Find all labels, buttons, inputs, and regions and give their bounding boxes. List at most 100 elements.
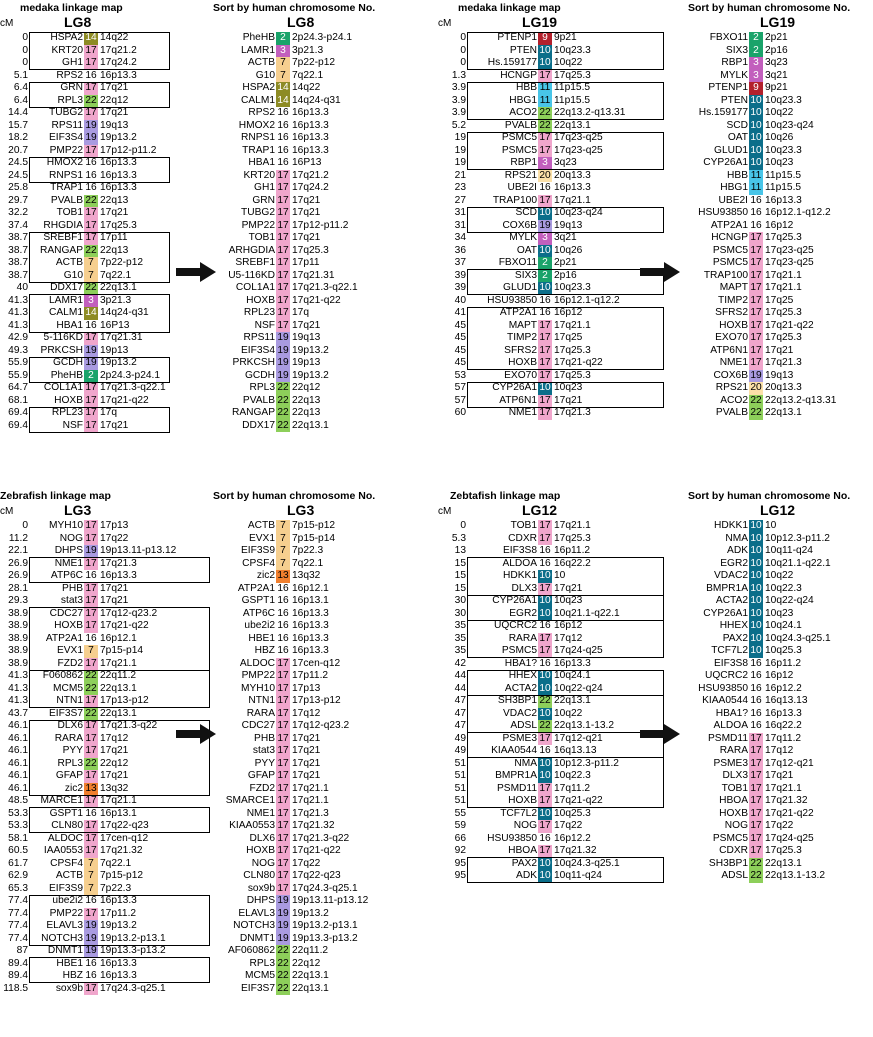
gene-row: 46.1 DLX6 17 17q21.3-q22 <box>0 720 210 733</box>
cm-position: 5.3 <box>451 532 466 544</box>
human-chromosome-number: 10 <box>749 582 763 595</box>
gene-name: DDX17 <box>50 282 83 293</box>
gene-name: RANGAP <box>231 407 275 418</box>
cm-position: 46.1 <box>8 782 28 794</box>
gene-name: RPL3 <box>249 382 275 393</box>
chromosome-band: 16p13.3 <box>100 570 137 581</box>
human-chromosome-number: 22 <box>276 394 290 407</box>
gene-name: PSMC5 <box>501 144 537 156</box>
cm-position: 26.9 <box>8 557 28 569</box>
gene-row: 3.9 HBG1 11 11p15.5 <box>438 94 664 107</box>
chromosome-band: 16p13.3 <box>292 144 329 156</box>
gene-row: 3.9 ACO2 22 22q13.2-q13.31 <box>438 107 664 120</box>
chromosome-band: 17q24.3-q25.1 <box>292 882 358 894</box>
gene-name: sox9b <box>247 882 275 894</box>
human-chromosome-number: 17 <box>538 194 552 207</box>
cm-position: 38.9 <box>8 657 28 669</box>
gene-row: SCD 10 10q23-q24 <box>676 119 873 132</box>
cm-position: 21 <box>454 169 466 181</box>
human-chromosome-number: 10 <box>749 607 763 620</box>
chromosome-band: 10q23-q24 <box>554 207 603 218</box>
chromosome-band: 17q21-q22 <box>765 807 814 819</box>
human-chromosome-number: 17 <box>749 282 763 295</box>
chromosome-band: 14q22 <box>100 32 129 43</box>
gene-name: VDAC2 <box>714 570 748 581</box>
gene-name: RPL23 <box>243 307 275 318</box>
gene-name: ATP2A1 <box>45 632 83 644</box>
gene-name: TRAP1 <box>242 144 275 156</box>
gene-name: PSMD11 <box>496 782 537 794</box>
gene-name: HOXB <box>54 394 83 406</box>
chromosome-band: 17q11.2 <box>554 782 591 794</box>
chromosome-band: 17q21.3 <box>292 807 329 819</box>
human-chromosome-number: 17 <box>749 307 763 320</box>
chromosome-band: 17q21 <box>292 745 321 756</box>
gene-name: GH1 <box>62 57 83 68</box>
chromosome-band: 19p13 <box>100 344 129 356</box>
gene-name: HMOX2 <box>46 157 83 168</box>
human-chromosome-number: 16 <box>749 657 763 670</box>
human-chromosome-number: 17 <box>538 732 552 745</box>
gene-row: HHEX 10 10q24.1 <box>676 620 873 633</box>
gene-row: ACTB 7 7p15-p12 <box>213 520 392 533</box>
chromosome-band: 10q25.3 <box>765 645 802 656</box>
human-chromosome-number: 11 <box>749 182 763 195</box>
chromosome-band: 17q21 <box>292 232 321 243</box>
chromosome-band: 22q13.1 <box>100 682 137 694</box>
gene-row: 42.9 5-116KD 17 17q21.31 <box>0 332 170 345</box>
cm-position: 51 <box>454 770 466 781</box>
chromosome-band: 16p13.3 <box>100 169 137 181</box>
human-chromosome-number: 16 <box>538 307 552 320</box>
gene-name: ATP6N1 <box>710 344 748 356</box>
chromosome-band: 17q25.3 <box>554 369 591 381</box>
chromosome-band: 3q23 <box>554 157 577 168</box>
gene-name: PVALB <box>242 394 275 406</box>
chromosome-band: 11p15.5 <box>765 182 802 193</box>
chromosome-band: 19p13.2-p13.1 <box>292 920 358 931</box>
gene-row: 38.7 SREBF1 17 17p11 <box>0 232 170 245</box>
gene-name: PheHB <box>242 32 275 43</box>
chromosome-band: 10q24.1 <box>554 670 591 681</box>
chromosome-band: 17p11.2 <box>100 907 137 919</box>
gene-row: TCF7L2 10 10q25.3 <box>676 645 873 658</box>
gene-name: HSU93850 <box>698 207 748 218</box>
gene-row: MYH10 17 17p13 <box>213 682 392 695</box>
panel-title: Sort by human chromosome No. <box>213 2 376 14</box>
gene-row: PHB 17 17q21 <box>213 732 392 745</box>
chromosome-band: 17q12-q21 <box>554 732 603 744</box>
cm-position: 23 <box>454 182 466 193</box>
chromosome-band: 14q22 <box>292 82 321 93</box>
human-chromosome-number: 16 <box>276 595 290 608</box>
chromosome-band: 22q13 <box>292 407 321 418</box>
human-chromosome-number: 17 <box>749 820 763 833</box>
cm-position: 5.1 <box>13 69 28 81</box>
chromosome-band: 22q11.2 <box>292 945 329 956</box>
cm-position: 57 <box>454 382 466 393</box>
gene-row: 32.2 TOB1 17 17q21 <box>0 207 170 220</box>
gene-row: ADSL 22 22q13.1-13.2 <box>676 870 873 883</box>
gene-name: CALM1 <box>241 94 275 106</box>
chromosome-band: 19p13.2 <box>292 369 329 381</box>
human-chromosome-number: 10 <box>538 607 552 620</box>
gene-name: VDAC2 <box>503 707 537 719</box>
human-chromosome-number: 10 <box>538 244 552 257</box>
gene-row: 39 GLUD1 10 10q23.3 <box>438 282 664 295</box>
cm-position: 36 <box>454 244 466 256</box>
cm-position: 44 <box>454 670 466 681</box>
human-chromosome-number: 17 <box>84 144 98 157</box>
cm-position: 29.3 <box>8 595 28 606</box>
gene-row: PSMC5 17 17q23-q25 <box>676 257 873 270</box>
gene-name: PSMD11 <box>707 732 748 744</box>
cm-position: 59 <box>454 820 466 831</box>
chromosome-band: 16p13.3 <box>292 607 329 619</box>
human-chromosome-number: 16 <box>749 194 763 207</box>
human-chromosome-number: 17 <box>276 732 290 745</box>
human-chromosome-number: 22 <box>276 382 290 395</box>
gene-row: 77.4 NOTCH3 19 19p13.2-p13.1 <box>0 932 210 945</box>
gene-row: ALDOA 16 16q22.2 <box>676 720 873 733</box>
chromosome-band: 17q12-q21 <box>765 757 814 769</box>
gene-name: PAX2 <box>722 632 748 644</box>
chromosome-band: 16q13.13 <box>554 745 597 756</box>
gene-row: HSU93850 16 16p12.2 <box>676 682 873 695</box>
human-chromosome-number: 17 <box>538 782 552 795</box>
